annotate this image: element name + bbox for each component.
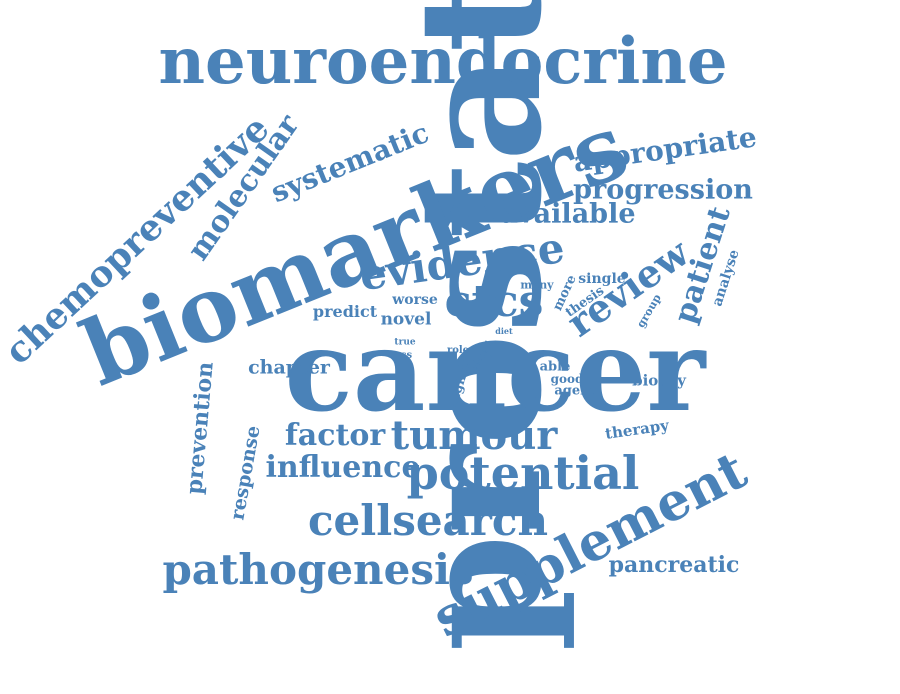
word-influence: influence bbox=[265, 450, 421, 485]
word-cellsearch: cellsearch bbox=[307, 496, 549, 545]
word-agent: agent bbox=[554, 383, 596, 399]
word-potential: potential bbox=[406, 446, 640, 500]
word-good: good bbox=[550, 372, 584, 386]
word-chapter: chapter bbox=[248, 356, 330, 379]
word-able: able bbox=[539, 359, 571, 375]
word-neuroendocrine: neuroendocrine bbox=[158, 24, 728, 99]
word-response: response bbox=[226, 424, 265, 522]
word-biopsy: biopsy bbox=[632, 371, 686, 390]
word-available: available bbox=[500, 198, 636, 230]
word-pathogenesis: pathogenesis bbox=[162, 545, 474, 594]
word-diet: diet bbox=[495, 326, 513, 336]
word-factor: factor bbox=[284, 418, 386, 453]
word-cecs: cecs bbox=[387, 350, 413, 361]
word-progression: progression bbox=[573, 174, 753, 206]
word-role: role bbox=[446, 345, 470, 356]
word-predict: predict bbox=[312, 302, 378, 321]
word-single: single bbox=[578, 271, 626, 287]
word-cancer: cancer bbox=[284, 306, 706, 437]
word-novel: novel bbox=[380, 309, 432, 330]
word-pancreatic: pancreatic bbox=[608, 552, 740, 578]
word-ctcs: ctcs bbox=[444, 276, 544, 327]
word-tumour: tumour bbox=[390, 412, 558, 459]
word-many: many bbox=[520, 278, 554, 292]
word-worse: worse bbox=[392, 292, 438, 308]
word-prevention: prevention bbox=[181, 360, 219, 496]
word-true: true bbox=[394, 337, 416, 348]
